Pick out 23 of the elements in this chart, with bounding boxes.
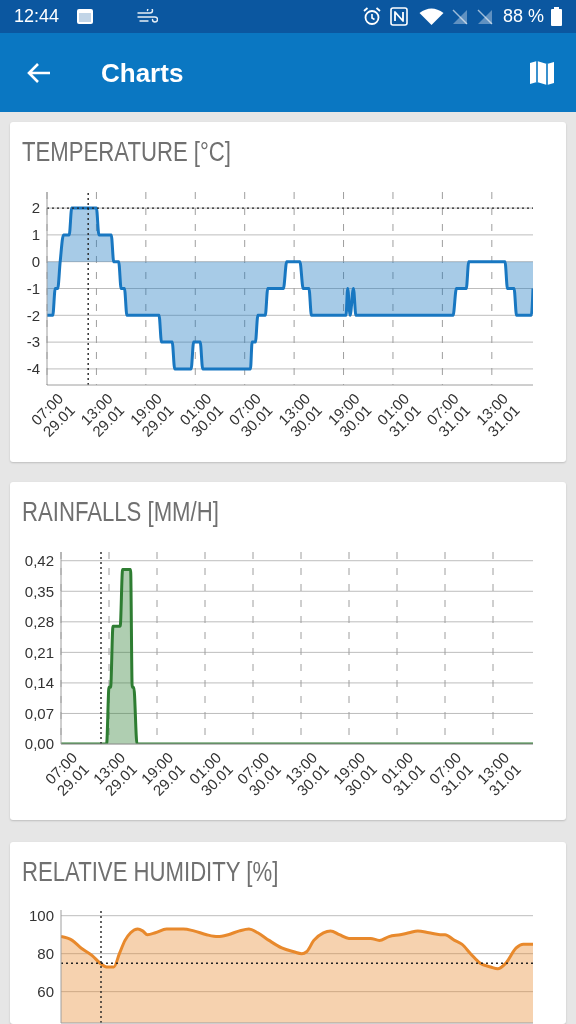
y-tick-label: 0,00: [24, 735, 54, 753]
y-tick-label: -2: [26, 306, 40, 324]
y-tick-label: -4: [26, 360, 40, 378]
y-tick-label: 0,21: [24, 643, 54, 661]
y-tick-label: 2: [31, 199, 40, 217]
y-tick-label: 0,35: [24, 582, 54, 600]
y-tick-label: -3: [26, 333, 40, 351]
y-tick-label: 100: [28, 907, 54, 925]
y-tick-label: 0,14: [24, 674, 54, 692]
chart-title: TEMPERATURE [°C]: [22, 136, 231, 168]
y-tick-label: 0,42: [24, 552, 54, 570]
y-tick-label: 0,28: [24, 613, 54, 631]
text: 12:44: [14, 5, 60, 27]
text: Charts: [101, 57, 184, 89]
y-tick-label: 0: [31, 253, 40, 271]
chart-title: RELATIVE HUMIDITY [%]: [22, 856, 279, 888]
y-tick-label: -1: [26, 279, 40, 297]
chart-title: RAINFALLS [MM/H]: [22, 496, 219, 528]
y-tick-label: 60: [37, 982, 54, 1000]
y-tick-label: 1: [31, 226, 40, 244]
text: 88 %: [503, 5, 545, 27]
y-tick-label: 0,07: [24, 704, 54, 722]
y-tick-label: 80: [37, 945, 54, 963]
